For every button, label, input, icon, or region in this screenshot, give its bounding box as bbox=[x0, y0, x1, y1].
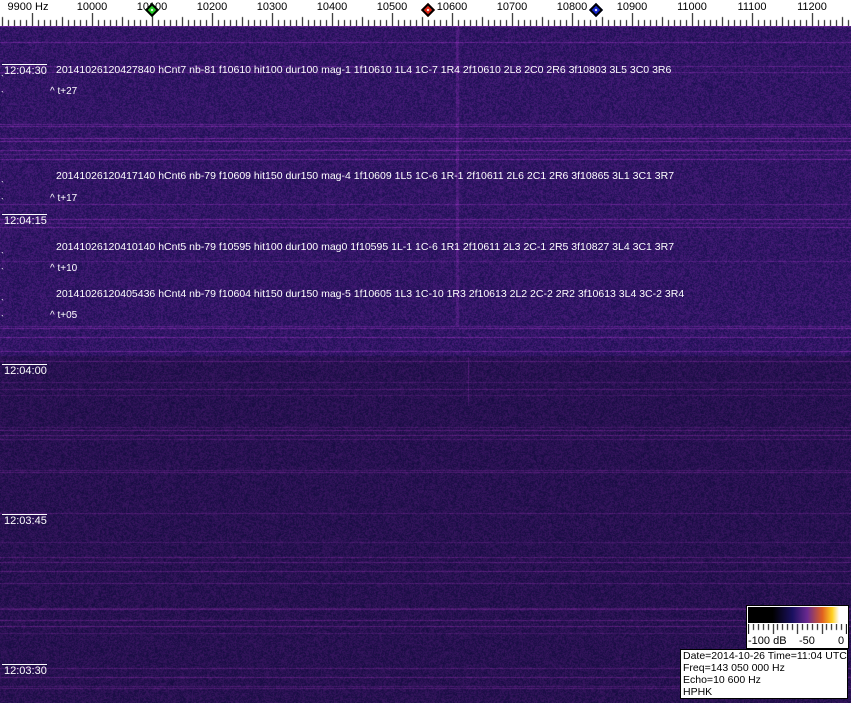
frequency-ticks bbox=[0, 13, 851, 26]
detection-offset: ^ t+10 bbox=[50, 263, 78, 274]
frequency-axis[interactable]: 9900 Hz100001010010200103001040010500106… bbox=[0, 0, 851, 26]
time-label: 12:03:45 bbox=[2, 514, 47, 527]
frequency-tick-label: 10600 bbox=[436, 1, 468, 13]
info-station: HPHK bbox=[683, 686, 713, 698]
frequency-tick-label: 10200 bbox=[196, 1, 228, 13]
colorbar-label: -100 dB bbox=[748, 635, 787, 647]
tick-mark: ` bbox=[1, 180, 4, 190]
time-label: 12:04:30 bbox=[2, 64, 47, 77]
colorbar-label: -50 bbox=[799, 635, 815, 647]
tick-mark: ` bbox=[1, 267, 4, 277]
time-label: 12:04:00 bbox=[2, 364, 47, 377]
tick-mark: ` bbox=[1, 90, 4, 100]
frequency-tick-label: 10800 bbox=[556, 1, 588, 13]
frequency-tick-label: 11000 bbox=[677, 1, 707, 13]
detection-offset: ^ t+05 bbox=[50, 310, 78, 321]
colorbar-ticks bbox=[748, 624, 847, 634]
detection-text: 20141026120417140 hCnt6 nb-79 f10609 hit… bbox=[56, 170, 675, 182]
detection-offset: ^ t+27 bbox=[50, 86, 78, 97]
frequency-tick-label: 10000 bbox=[76, 1, 108, 13]
frequency-tick-label: 10400 bbox=[316, 1, 348, 13]
info-echo: Echo=10 600 Hz bbox=[683, 674, 761, 686]
detection-text: 20141026120410140 hCnt5 nb-79 f10595 hit… bbox=[56, 241, 675, 253]
colorbar-gradient bbox=[748, 607, 847, 623]
tick-mark: ` bbox=[1, 251, 4, 261]
info-frequency: Freq=143 050 000 Hz bbox=[683, 662, 785, 674]
time-label: 12:04:15 bbox=[2, 214, 47, 227]
frequency-tick-label: 10700 bbox=[496, 1, 528, 13]
tick-mark: ` bbox=[1, 74, 4, 84]
frequency-tick-label: 10900 bbox=[616, 1, 648, 13]
tick-mark: ` bbox=[1, 298, 4, 308]
colorbar: -100 dB -50 0 bbox=[746, 605, 849, 649]
detection-offset: ^ t+17 bbox=[50, 193, 78, 204]
frequency-tick-label: 10300 bbox=[256, 1, 288, 13]
detection-text: 20141026120405436 hCnt4 nb-79 f10604 hit… bbox=[56, 288, 685, 300]
waterfall-display[interactable] bbox=[0, 26, 851, 703]
frequency-tick-label: 9900 Hz bbox=[7, 1, 49, 13]
frequency-tick-label: 11100 bbox=[737, 1, 767, 13]
frequency-tick-label: 10500 bbox=[376, 1, 408, 13]
tick-mark: ` bbox=[1, 197, 4, 207]
colorbar-label: 0 bbox=[838, 635, 845, 647]
detection-text: 20141026120427840 hCnt7 nb-81 f10610 hit… bbox=[56, 64, 672, 76]
frequency-tick-label: 11200 bbox=[797, 1, 827, 13]
info-box: Date=2014-10-26 Time=11:04 UTC Freq=143 … bbox=[680, 649, 848, 699]
tick-mark: ` bbox=[1, 314, 4, 324]
time-label: 12:03:30 bbox=[2, 664, 47, 677]
info-date-time: Date=2014-10-26 Time=11:04 UTC bbox=[683, 650, 847, 662]
